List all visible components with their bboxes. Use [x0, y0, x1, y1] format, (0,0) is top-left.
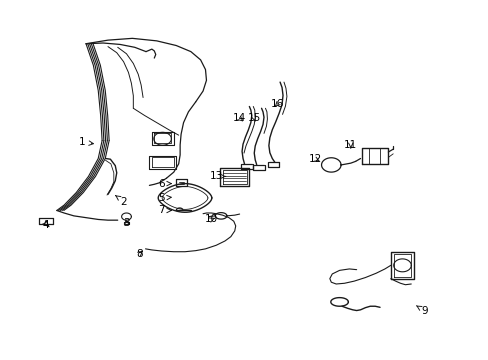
Text: 15: 15	[247, 113, 260, 123]
Text: 12: 12	[308, 154, 321, 164]
Text: 6: 6	[158, 179, 171, 189]
Text: 8: 8	[136, 248, 142, 258]
Text: 13: 13	[209, 171, 225, 181]
Text: 4: 4	[42, 220, 49, 230]
Text: 1: 1	[79, 138, 93, 147]
Text: 2: 2	[115, 195, 127, 207]
Text: 5: 5	[158, 193, 171, 203]
Text: 9: 9	[416, 306, 427, 316]
Text: 10: 10	[204, 215, 218, 224]
Text: 11: 11	[344, 140, 357, 150]
Text: 7: 7	[158, 206, 171, 216]
Text: 3: 3	[123, 218, 129, 228]
Text: 16: 16	[270, 99, 284, 109]
Text: 14: 14	[232, 113, 246, 123]
